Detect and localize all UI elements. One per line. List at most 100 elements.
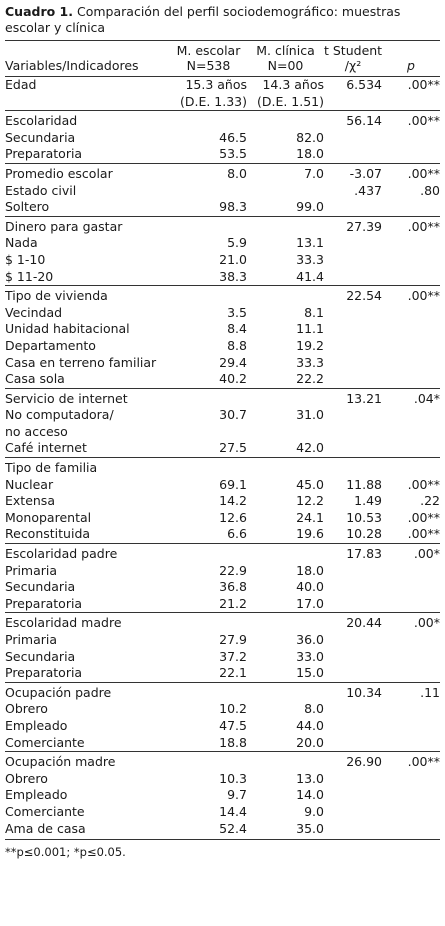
header-variables: Variables/Indicadores (5, 58, 170, 77)
escolar-value: 30.7 (219, 407, 247, 423)
table-row: Primaria 22.9 18.0 (5, 563, 440, 580)
group-label: Promedio escolar (5, 162, 170, 183)
p-value (382, 579, 440, 596)
p-value: .00** (382, 110, 440, 130)
stat-value (324, 771, 382, 788)
stat-value (324, 563, 382, 580)
escolar-value (170, 110, 247, 130)
group-label: Estado civil (5, 182, 77, 198)
sociodemographic-table: M. escolar M. clínica t Student Variable… (5, 40, 440, 841)
p-value: .00** (407, 476, 440, 492)
group-row: Edad 15.3 años 14.3 años 6.534 .00** (5, 77, 440, 94)
stat-value (324, 579, 382, 596)
escolar-value: 14.4 (219, 803, 247, 819)
escolar-value: 8.0 (170, 162, 247, 183)
escolar-value: 22.9 (219, 562, 247, 578)
stat-value (324, 735, 382, 752)
clinica-value: 24.1 (296, 509, 324, 525)
p-value: .00** (382, 162, 440, 183)
clinica-value: 8.1 (304, 304, 324, 320)
row-label: Soltero (5, 199, 50, 215)
row-label: Vecindad (5, 304, 63, 320)
table-row: Secundaria 46.5 82.0 (5, 130, 440, 147)
p-value (382, 735, 440, 752)
table-row: Obrero 10.3 13.0 (5, 771, 440, 788)
escolar-value (170, 424, 247, 441)
p-value: .00** (382, 285, 440, 305)
table-row: Nada 5.9 13.1 (5, 235, 440, 252)
row-label: Café internet (5, 440, 87, 456)
escolar-value: 10.2 (219, 701, 247, 717)
clinica-value: 31.0 (296, 407, 324, 423)
escolar-value (170, 681, 247, 702)
escolar-value: 22.1 (219, 665, 247, 681)
table-row: Unidad habitacional 8.4 11.1 (5, 321, 440, 338)
clinica-value (247, 543, 324, 563)
escolar-sd: (D.E. 1.33) (179, 93, 247, 109)
escolar-value (170, 183, 247, 200)
group-label: Servicio de internet (5, 387, 170, 408)
clinica-value: 19.6 (296, 526, 324, 542)
clinica-value (247, 285, 324, 305)
stat-value: 20.44 (324, 612, 382, 632)
stat-value (324, 440, 382, 457)
row-label: Comerciante (5, 734, 85, 750)
row-label: Reconstituida (5, 526, 91, 542)
row-label: Casa en terreno familiar (5, 354, 157, 370)
table-row: Soltero 98.3 99.0 (5, 199, 440, 216)
p-value (382, 130, 440, 147)
row-label: Preparatoria (5, 665, 83, 681)
table-caption: Cuadro 1. Comparación del perfil sociode… (5, 4, 440, 36)
table-row: Casa en terreno familiar 29.4 33.3 (5, 355, 440, 372)
stat-value (324, 665, 382, 682)
stat-value (324, 424, 382, 441)
empty-cell (382, 94, 440, 111)
group-label: Tipo de vivienda (5, 285, 170, 305)
clinica-value (247, 387, 324, 408)
table-row: Reconstituida 6.6 19.6 10.28 .00** (5, 526, 440, 543)
group-label: Ocupación madre (5, 751, 170, 771)
table-row: Comerciante 18.8 20.0 (5, 735, 440, 752)
row-label: Secundaria (5, 579, 76, 595)
row-label: Secundaria (5, 129, 76, 145)
group-row: Ocupación padre 10.34.11 (5, 681, 440, 702)
p-value (382, 252, 440, 269)
caption-text: Comparación del perfil sociodemográfico:… (5, 4, 401, 35)
row-label: Primaria (5, 632, 58, 647)
p-value (382, 787, 440, 804)
escolar-value: 5.9 (227, 235, 247, 251)
p-value: .00** (407, 509, 440, 525)
escolar-value: 27.9 (219, 632, 247, 647)
header-escolar: M. escolar (170, 40, 247, 58)
p-value (382, 649, 440, 666)
row-label: Monoparental (5, 509, 92, 525)
group-row: Ocupación madre 26.90.00** (5, 751, 440, 771)
stat-value (324, 407, 382, 424)
p-value (382, 440, 440, 457)
escolar-value: 52.4 (170, 820, 247, 841)
p-value (382, 701, 440, 718)
escolar-value (170, 285, 247, 305)
p-value: .22 (420, 493, 440, 509)
table-row: Preparatoria 21.2 17.0 (5, 596, 440, 613)
table-row: No computadora/30.7 31.0 (5, 407, 440, 424)
table-row: Preparatoria 53.5 18.0 (5, 146, 440, 163)
escolar-value: 36.8 (219, 579, 247, 595)
stat-value: .437 (354, 182, 382, 198)
group-label: Dinero para gastar (5, 215, 170, 236)
clinica-value: 40.0 (296, 579, 324, 595)
escolar-value: 29.4 (219, 354, 247, 370)
group-row: Promedio escolar 8.0 7.0 -3.07.00** (5, 162, 440, 183)
row-label: Empleado (5, 787, 68, 803)
row-label: Departamento (5, 337, 96, 353)
group-extra-row: (D.E. 1.33) (D.E. 1.51) (5, 94, 440, 111)
p-value: .00** (382, 751, 440, 771)
table-row: $ 11-20 38.3 41.4 (5, 269, 440, 286)
row-label: $ 1-10 (5, 251, 46, 267)
escolar-value (170, 457, 247, 477)
clinica-value: 36.0 (296, 632, 324, 647)
escolar-value: 21.0 (219, 251, 247, 267)
header-clinica: M. clínica (247, 40, 324, 58)
clinica-value: 13.0 (296, 770, 324, 786)
stat-value (324, 146, 382, 163)
